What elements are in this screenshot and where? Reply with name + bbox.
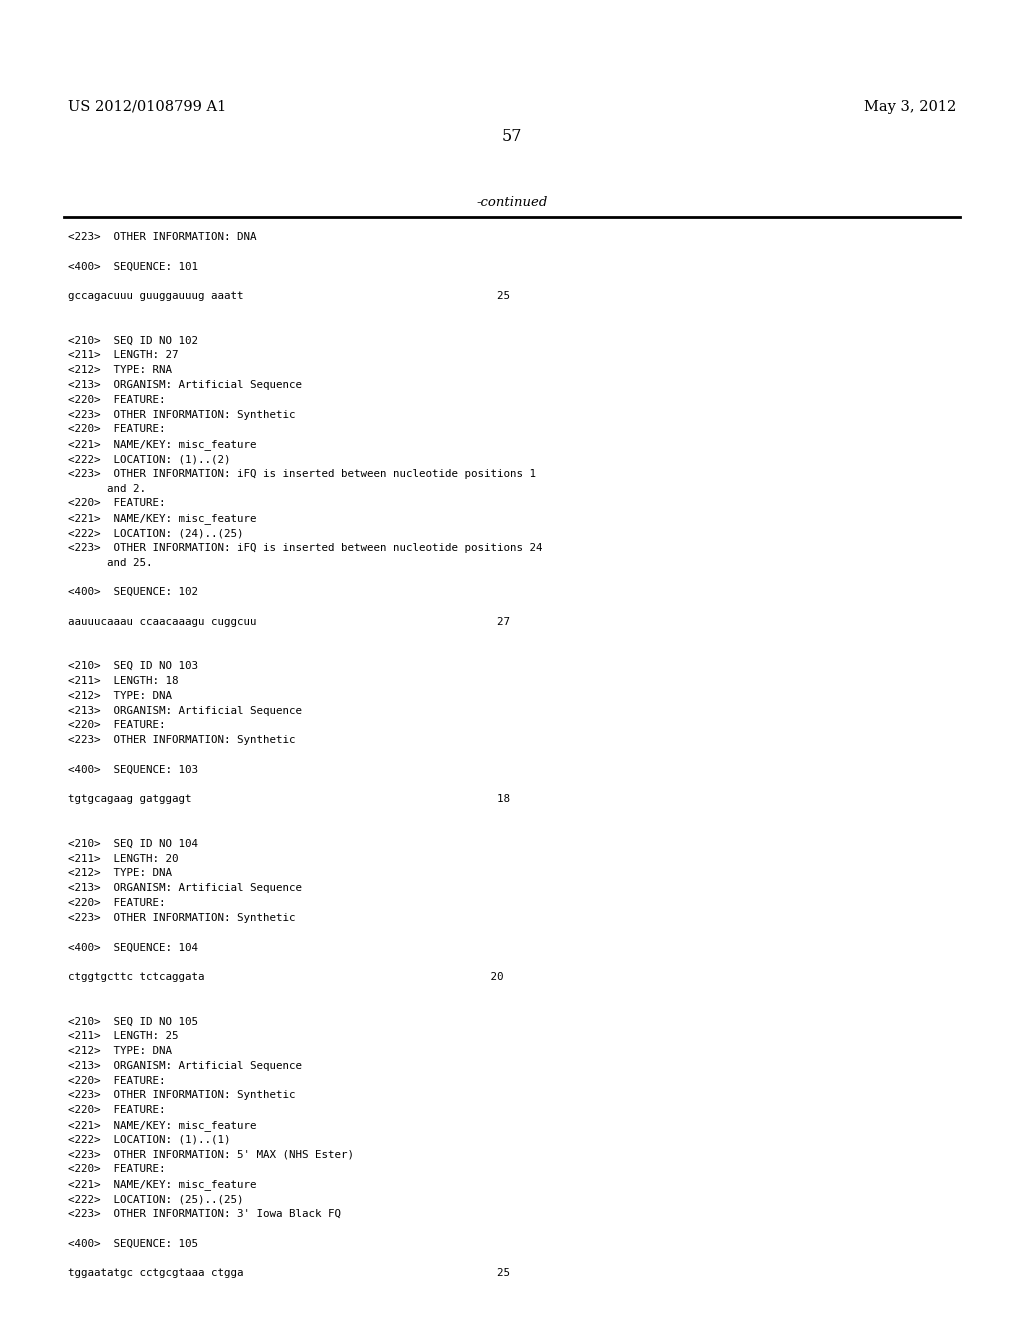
Text: <400>  SEQUENCE: 102: <400> SEQUENCE: 102	[68, 587, 198, 597]
Text: <400>  SEQUENCE: 105: <400> SEQUENCE: 105	[68, 1238, 198, 1249]
Text: <223>  OTHER INFORMATION: Synthetic: <223> OTHER INFORMATION: Synthetic	[68, 735, 296, 746]
Text: <212>  TYPE: DNA: <212> TYPE: DNA	[68, 869, 172, 878]
Text: tggaatatgc cctgcgtaaa ctgga                                       25: tggaatatgc cctgcgtaaa ctgga 25	[68, 1269, 510, 1278]
Text: 57: 57	[502, 128, 522, 145]
Text: May 3, 2012: May 3, 2012	[864, 100, 956, 114]
Text: US 2012/0108799 A1: US 2012/0108799 A1	[68, 100, 226, 114]
Text: <212>  TYPE: DNA: <212> TYPE: DNA	[68, 1045, 172, 1056]
Text: <220>  FEATURE:: <220> FEATURE:	[68, 1076, 166, 1085]
Text: <400>  SEQUENCE: 103: <400> SEQUENCE: 103	[68, 764, 198, 775]
Text: <210>  SEQ ID NO 102: <210> SEQ ID NO 102	[68, 335, 198, 346]
Text: <220>  FEATURE:: <220> FEATURE:	[68, 1164, 166, 1175]
Text: <220>  FEATURE:: <220> FEATURE:	[68, 395, 166, 405]
Text: tgtgcagaag gatggagt                                               18: tgtgcagaag gatggagt 18	[68, 795, 510, 804]
Text: and 25.: and 25.	[68, 557, 153, 568]
Text: <211>  LENGTH: 25: <211> LENGTH: 25	[68, 1031, 178, 1041]
Text: <223>  OTHER INFORMATION: Synthetic: <223> OTHER INFORMATION: Synthetic	[68, 913, 296, 923]
Text: <220>  FEATURE:: <220> FEATURE:	[68, 721, 166, 730]
Text: <213>  ORGANISM: Artificial Sequence: <213> ORGANISM: Artificial Sequence	[68, 1061, 302, 1071]
Text: <221>  NAME/KEY: misc_feature: <221> NAME/KEY: misc_feature	[68, 1179, 256, 1191]
Text: <222>  LOCATION: (1)..(2): <222> LOCATION: (1)..(2)	[68, 454, 230, 465]
Text: <223>  OTHER INFORMATION: Synthetic: <223> OTHER INFORMATION: Synthetic	[68, 1090, 296, 1101]
Text: <213>  ORGANISM: Artificial Sequence: <213> ORGANISM: Artificial Sequence	[68, 706, 302, 715]
Text: <223>  OTHER INFORMATION: iFQ is inserted between nucleotide positions 1: <223> OTHER INFORMATION: iFQ is inserted…	[68, 469, 536, 479]
Text: <400>  SEQUENCE: 101: <400> SEQUENCE: 101	[68, 261, 198, 272]
Text: <212>  TYPE: DNA: <212> TYPE: DNA	[68, 690, 172, 701]
Text: <223>  OTHER INFORMATION: iFQ is inserted between nucleotide positions 24: <223> OTHER INFORMATION: iFQ is inserted…	[68, 543, 543, 553]
Text: <223>  OTHER INFORMATION: Synthetic: <223> OTHER INFORMATION: Synthetic	[68, 409, 296, 420]
Text: <211>  LENGTH: 20: <211> LENGTH: 20	[68, 854, 178, 863]
Text: <211>  LENGTH: 18: <211> LENGTH: 18	[68, 676, 178, 686]
Text: <223>  OTHER INFORMATION: 5' MAX (NHS Ester): <223> OTHER INFORMATION: 5' MAX (NHS Est…	[68, 1150, 354, 1159]
Text: <213>  ORGANISM: Artificial Sequence: <213> ORGANISM: Artificial Sequence	[68, 380, 302, 389]
Text: <221>  NAME/KEY: misc_feature: <221> NAME/KEY: misc_feature	[68, 1119, 256, 1131]
Text: <222>  LOCATION: (25)..(25): <222> LOCATION: (25)..(25)	[68, 1195, 244, 1204]
Text: <223>  OTHER INFORMATION: DNA: <223> OTHER INFORMATION: DNA	[68, 232, 256, 242]
Text: <221>  NAME/KEY: misc_feature: <221> NAME/KEY: misc_feature	[68, 440, 256, 450]
Text: <211>  LENGTH: 27: <211> LENGTH: 27	[68, 350, 178, 360]
Text: <221>  NAME/KEY: misc_feature: <221> NAME/KEY: misc_feature	[68, 513, 256, 524]
Text: and 2.: and 2.	[68, 483, 146, 494]
Text: aauuucaaau ccaacaaagu cuggcuu                                     27: aauuucaaau ccaacaaagu cuggcuu 27	[68, 616, 510, 627]
Text: gccagacuuu guuggauuug aaatt                                       25: gccagacuuu guuggauuug aaatt 25	[68, 292, 510, 301]
Text: <222>  LOCATION: (1)..(1): <222> LOCATION: (1)..(1)	[68, 1135, 230, 1144]
Text: <223>  OTHER INFORMATION: 3' Iowa Black FQ: <223> OTHER INFORMATION: 3' Iowa Black F…	[68, 1209, 341, 1218]
Text: <212>  TYPE: RNA: <212> TYPE: RNA	[68, 366, 172, 375]
Text: <220>  FEATURE:: <220> FEATURE:	[68, 1105, 166, 1115]
Text: -continued: -continued	[476, 195, 548, 209]
Text: <400>  SEQUENCE: 104: <400> SEQUENCE: 104	[68, 942, 198, 953]
Text: <220>  FEATURE:: <220> FEATURE:	[68, 425, 166, 434]
Text: <210>  SEQ ID NO 105: <210> SEQ ID NO 105	[68, 1016, 198, 1027]
Text: <222>  LOCATION: (24)..(25): <222> LOCATION: (24)..(25)	[68, 528, 244, 539]
Text: <220>  FEATURE:: <220> FEATURE:	[68, 898, 166, 908]
Text: <210>  SEQ ID NO 103: <210> SEQ ID NO 103	[68, 661, 198, 671]
Text: <210>  SEQ ID NO 104: <210> SEQ ID NO 104	[68, 838, 198, 849]
Text: <213>  ORGANISM: Artificial Sequence: <213> ORGANISM: Artificial Sequence	[68, 883, 302, 894]
Text: ctggtgcttc tctcaggata                                            20: ctggtgcttc tctcaggata 20	[68, 972, 504, 982]
Text: <220>  FEATURE:: <220> FEATURE:	[68, 499, 166, 508]
